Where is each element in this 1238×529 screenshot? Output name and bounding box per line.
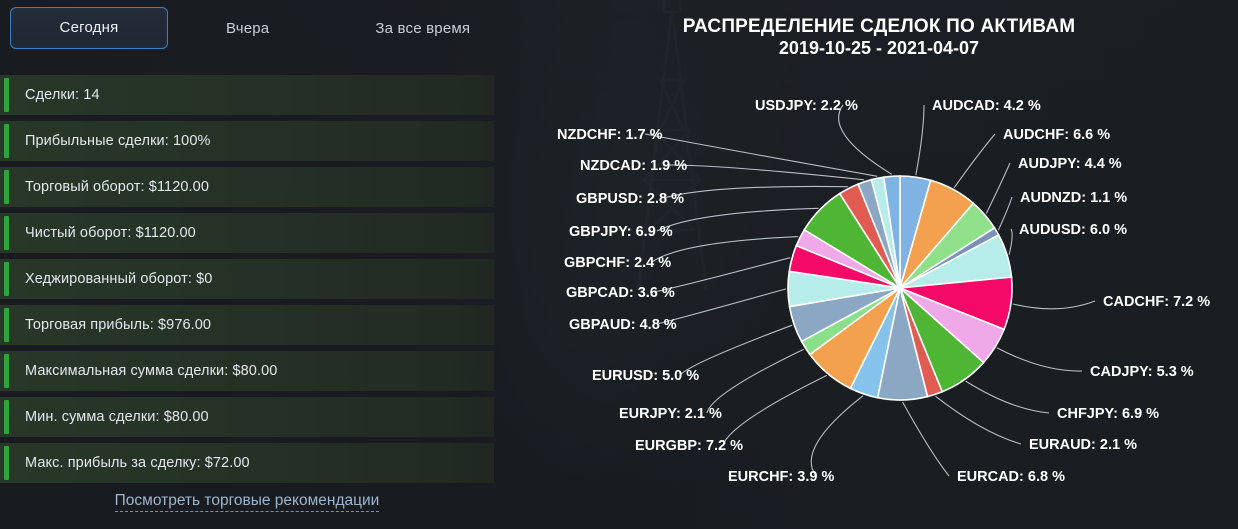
leader-line-euraud: [935, 395, 1022, 445]
stat-net-turnover: Чистый оборот: $1120.00: [25, 225, 196, 241]
pie-label-chfjpy: CHFJPY: 6.9 %: [1057, 406, 1159, 422]
list-item: Торговый оборот: $1120.00: [0, 167, 494, 207]
pie-label-nzdcad: NZDCAD: 1.9 %: [580, 158, 687, 174]
pie-label-gbpjpy: GBPJPY: 6.9 %: [569, 224, 673, 240]
pie-label-cadjpy: CADJPY: 5.3 %: [1090, 364, 1194, 380]
pie-label-euraud: EURAUD: 2.1 %: [1029, 437, 1137, 453]
leader-line-audchf: [953, 133, 996, 189]
pie-label-eurusd: EURUSD: 5.0 %: [592, 368, 699, 384]
pie-label-audnzd: AUDNZD: 1.1 %: [1020, 190, 1127, 206]
list-item: Сделки: 14: [0, 75, 494, 115]
tab-yesterday-label: Вчера: [226, 19, 270, 37]
pie-label-eurgbp: EURGBP: 7.2 %: [635, 438, 743, 454]
tab-today[interactable]: Сегодня: [10, 7, 168, 49]
tab-yesterday[interactable]: Вчера: [206, 20, 289, 37]
leader-line-audusd: [1008, 228, 1013, 255]
stat-trades: Сделки: 14: [25, 87, 100, 103]
stat-trading-profit: Торговая прибыль: $976.00: [25, 317, 212, 333]
leader-line-gbpusd: [663, 185, 848, 199]
list-item: Мин. сумма сделки: $80.00: [0, 397, 494, 437]
list-item: Чистый оборот: $1120.00: [0, 213, 494, 253]
leader-line-gbpchf: [651, 236, 799, 263]
stat-min-trade-amount: Мин. сумма сделки: $80.00: [25, 409, 209, 425]
list-item: Хеджированный оборот: $0: [0, 259, 494, 299]
leader-line-eurgbp: [722, 374, 828, 446]
leader-line-eurusd: [679, 324, 793, 376]
leader-line-nzdcad: [667, 164, 865, 181]
leader-line-audcad: [915, 104, 925, 176]
leader-line-audnzd: [997, 196, 1013, 231]
pie-label-gbpusd: GBPUSD: 2.8 %: [576, 191, 684, 207]
stat-hedged-turnover: Хеджированный оборот: $0: [25, 271, 213, 287]
row-accent-bar: [4, 262, 9, 296]
statistics-list: Сделки: 14 Прибыльные сделки: 100% Торго…: [0, 75, 494, 489]
list-item: Макс. прибыль за сделку: $72.00: [0, 443, 494, 483]
stat-max-profit-per-trade: Макс. прибыль за сделку: $72.00: [25, 455, 250, 471]
pie-chart: AUDCAD: 4.2 % AUDCHF: 6.6 % AUDJPY: 4.4 % A…: [557, 98, 1210, 485]
leader-line-eurchf: [810, 395, 864, 477]
list-item: Максимальная сумма сделки: $80.00: [0, 351, 494, 391]
pie-label-cadchf: CADCHF: 7.2 %: [1103, 294, 1210, 310]
pie-label-audcad: AUDCAD: 4.2 %: [932, 98, 1041, 114]
asset-distribution-chart-panel: РАСПРЕДЕЛЕНИЕ СДЕЛОК ПО АКТИВАМ 2019-10-…: [520, 0, 1238, 529]
period-tabs: Сегодня Вчера За все время: [0, 0, 520, 56]
pie-labels: AUDCAD: 4.2 % AUDCHF: 6.6 % AUDJPY: 4.4 % A…: [557, 98, 1210, 485]
pie-label-gbpaud: GBPAUD: 4.8 %: [569, 317, 677, 333]
stat-trading-turnover: Торговый оборот: $1120.00: [25, 179, 209, 195]
row-accent-bar: [4, 78, 9, 112]
list-item: Торговая прибыль: $976.00: [0, 305, 494, 345]
pie-label-eurjpy: EURJPY: 2.1 %: [619, 406, 722, 422]
tab-today-label: Сегодня: [59, 19, 119, 36]
leader-line-chfjpy: [965, 380, 1050, 414]
statistics-panel: Сегодня Вчера За все время Сделки: 14 Пр…: [0, 0, 520, 529]
stat-profitable-trades: Прибыльные сделки: 100%: [25, 133, 211, 149]
pie-slice-usdjpy[interactable]: [882, 175, 901, 289]
pie-label-audusd: AUDUSD: 6.0 %: [1019, 222, 1127, 238]
leader-line-cadchf: [1012, 300, 1096, 310]
leader-line-gbpcad: [653, 257, 791, 293]
pie-label-usdjpy: USDJPY: 2.2 %: [755, 98, 858, 114]
pie-leader-lines: [644, 104, 1096, 477]
row-accent-bar: [4, 308, 9, 342]
leader-line-usdjpy: [838, 104, 892, 175]
pie-label-gbpcad: GBPCAD: 3.6 %: [566, 285, 675, 301]
tab-all-time-label: За все время: [375, 19, 471, 37]
chart-date-range: 2019-10-25 - 2021-04-07: [778, 38, 980, 58]
row-accent-bar: [4, 446, 9, 480]
pie-label-eurchf: EURCHF: 3.9 %: [728, 469, 834, 485]
row-accent-bar: [4, 400, 9, 434]
chart-title: РАСПРЕДЕЛЕНИЕ СДЕЛОК ПО АКТИВАМ: [682, 16, 1076, 37]
list-item: Прибыльные сделки: 100%: [0, 121, 494, 161]
view-trading-recommendations-link[interactable]: Посмотреть торговые рекомендации: [114, 492, 380, 512]
recommendations-link-wrapper: Посмотреть торговые рекомендации: [0, 492, 494, 512]
row-accent-bar: [4, 124, 9, 158]
pie-slices: [787, 175, 1013, 401]
row-accent-bar: [4, 216, 9, 250]
leader-line-eurcad: [902, 401, 950, 477]
pie-label-nzdchf: NZDCHF: 1.7 %: [557, 127, 663, 143]
row-accent-bar: [4, 354, 9, 388]
pie-label-audjpy: AUDJPY: 4.4 %: [1018, 156, 1122, 172]
stat-max-trade-amount: Максимальная сумма сделки: $80.00: [25, 363, 278, 379]
tab-all-time[interactable]: За все время: [355, 20, 490, 37]
row-accent-bar: [4, 170, 9, 204]
pie-label-audchf: AUDCHF: 6.6 %: [1003, 127, 1110, 143]
pie-label-gbpchf: GBPCHF: 2.4 %: [564, 255, 671, 271]
leader-line-eurjpy: [706, 348, 805, 414]
leader-line-audjpy: [985, 162, 1011, 214]
pie-label-eurcad: EURCAD: 6.8 %: [957, 469, 1065, 485]
leader-line-cadjpy: [996, 347, 1083, 372]
leader-line-nzdchf: [644, 133, 878, 177]
leader-line-gbpjpy: [656, 207, 819, 232]
leader-line-gbpaud: [656, 288, 787, 325]
